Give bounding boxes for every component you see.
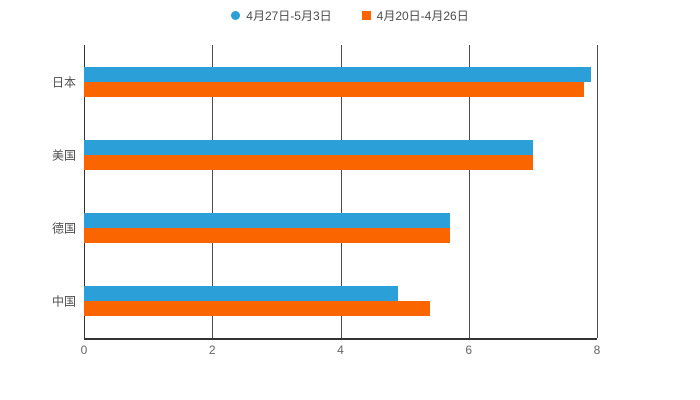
bar-series1-1 — [84, 66, 591, 82]
bar-series2-1 — [84, 81, 585, 97]
x-tick-label: 0 — [80, 343, 88, 357]
plot-area — [84, 45, 598, 340]
y-category-label: 中国 — [51, 294, 76, 309]
y-category-label: 美国 — [51, 148, 76, 163]
y-axis-labels: 日本 美国 德国 中国 — [0, 45, 76, 338]
y-category-label: 日本 — [51, 75, 76, 90]
x-tick-label: 8 — [593, 343, 601, 357]
gridline — [212, 45, 214, 338]
bar-series2-2 — [84, 154, 533, 170]
legend-item-series1[interactable]: 4月27日-5月3日 — [231, 7, 332, 24]
gridline — [468, 45, 470, 338]
bar-series2-4 — [84, 301, 431, 317]
legend-item-series2[interactable]: 4月20日-4月26日 — [361, 7, 469, 24]
y-category-label: 德国 — [51, 221, 76, 236]
bar-series1-3 — [84, 213, 450, 229]
y-axis-line — [84, 45, 85, 338]
x-tick-label: 6 — [465, 343, 473, 357]
bar-series1-4 — [84, 286, 399, 302]
x-tick-label: 4 — [337, 343, 344, 357]
legend: 4月27日-5月3日 4月20日-4月26日 — [0, 7, 700, 24]
legend-label: 4月20日-4月26日 — [376, 9, 469, 23]
gridline — [597, 45, 598, 338]
x-tick-label: 2 — [208, 343, 216, 357]
gridline — [340, 45, 342, 338]
legend-label: 4月27日-5月3日 — [246, 9, 332, 23]
legend-square-marker-icon — [361, 11, 371, 20]
legend-circle-marker-icon — [231, 11, 241, 20]
bar-series2-3 — [84, 228, 450, 244]
bar-series1-2 — [84, 139, 533, 155]
x-axis: 0 2 4 6 8 — [80, 343, 601, 359]
